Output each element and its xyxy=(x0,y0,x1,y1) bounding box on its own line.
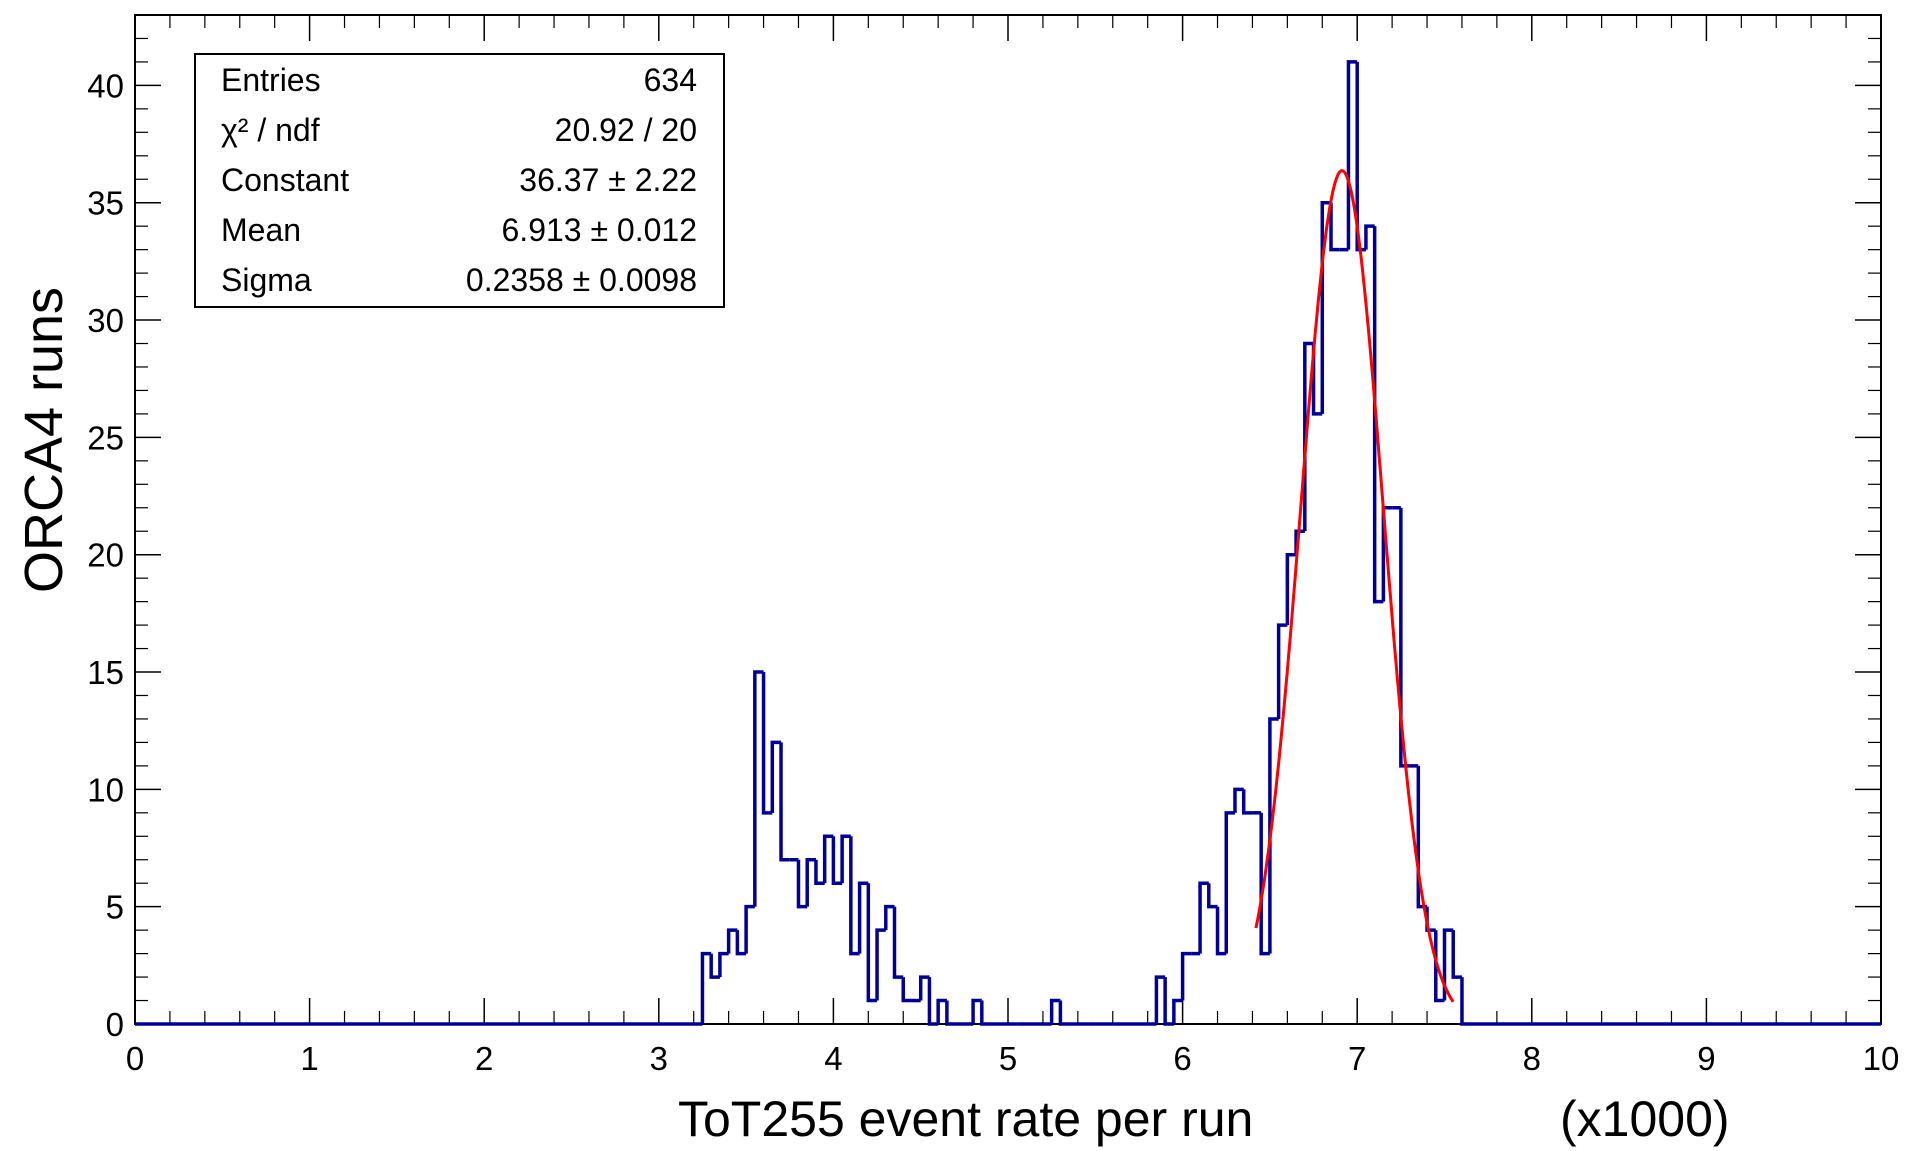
histogram-bin xyxy=(805,857,816,907)
histogram-bin xyxy=(1346,60,1358,250)
histogram-bin xyxy=(1154,975,1166,1024)
stats-label: Mean xyxy=(221,212,301,248)
y-tick-label: 20 xyxy=(87,537,124,574)
histogram-bin xyxy=(857,881,869,954)
x-axis-title: ToT255 event rate per run xyxy=(678,1091,1253,1147)
x-tick-label: 5 xyxy=(999,1040,1017,1077)
x-tick-label: 7 xyxy=(1348,1040,1366,1077)
histogram-bin xyxy=(1320,200,1332,414)
histogram-bin xyxy=(884,904,895,931)
histogram-bin xyxy=(718,951,729,978)
histogram-bin xyxy=(831,836,843,885)
y-tick-label: 35 xyxy=(87,185,124,222)
histogram-bin xyxy=(822,834,834,884)
y-axis-title: ORCA4 runs xyxy=(14,287,74,593)
histogram-bin xyxy=(1442,928,1454,1001)
histogram-bin xyxy=(1163,977,1174,1026)
histogram-bin xyxy=(1207,883,1218,909)
histogram-bin xyxy=(1460,977,1881,1026)
histogram-bin xyxy=(1276,623,1288,719)
histogram-bin xyxy=(796,859,808,909)
histogram-bin xyxy=(901,977,912,1003)
histogram-bin xyxy=(1355,61,1366,252)
x-tick-label: 8 xyxy=(1523,1040,1541,1077)
x-tick-label: 1 xyxy=(300,1040,318,1077)
histogram-bin xyxy=(875,928,886,1001)
histogram-bin xyxy=(840,834,851,884)
histogram-bin xyxy=(1434,930,1445,1003)
histogram-bin xyxy=(1451,930,1462,979)
histogram-bin xyxy=(1285,552,1297,626)
y-tick-label: 0 xyxy=(106,1006,124,1043)
stats-label: χ² / ndf xyxy=(221,112,320,148)
histogram-bin xyxy=(971,998,982,1024)
histogram-bin xyxy=(770,740,782,813)
stats-value: 36.37 ± 2.22 xyxy=(519,162,697,198)
histogram-bin xyxy=(1268,717,1279,954)
histogram-bin xyxy=(1329,202,1340,252)
x-tick-label: 6 xyxy=(1173,1040,1191,1077)
histogram-bin xyxy=(866,883,878,1003)
histogram-bin xyxy=(1058,1000,1070,1026)
y-tick-label: 15 xyxy=(87,654,124,691)
histogram-bin xyxy=(1180,951,1192,1001)
histogram-bin xyxy=(726,928,738,954)
histogram-bin xyxy=(1172,998,1183,1024)
histogram-bin xyxy=(753,670,764,907)
histogram-bin xyxy=(1224,811,1235,954)
histogram-bin xyxy=(1372,226,1384,604)
stats-value: 6.913 ± 0.012 xyxy=(502,212,698,248)
histogram-bin xyxy=(1233,787,1244,813)
histogram-bin xyxy=(1215,906,1227,956)
histogram-bin xyxy=(849,836,860,956)
stats-value: 634 xyxy=(644,62,697,98)
histogram-bin xyxy=(700,951,712,1024)
histogram-bin xyxy=(918,975,930,1001)
histogram-bin xyxy=(709,953,720,979)
fit-curve xyxy=(1254,169,1455,1003)
histogram-bin xyxy=(761,672,773,815)
x-axis-multiplier: (x1000) xyxy=(1560,1091,1730,1147)
stats-box xyxy=(194,53,725,308)
stats-value: 20.92 / 20 xyxy=(555,112,697,148)
histogram-bin xyxy=(980,1000,991,1026)
stats-label: Entries xyxy=(221,62,321,98)
histogram-bin xyxy=(936,998,947,1024)
histogram-bin xyxy=(1294,529,1305,555)
y-tick-label: 30 xyxy=(87,302,124,339)
stats-value: 0.2358 ± 0.0098 xyxy=(466,262,697,298)
histogram-bin xyxy=(735,930,747,956)
y-tick-label: 25 xyxy=(87,419,124,456)
histogram-bin xyxy=(1259,812,1270,956)
x-tick-label: 2 xyxy=(475,1040,493,1077)
y-tick-label: 5 xyxy=(106,889,124,926)
histogram-bin xyxy=(927,977,939,1026)
x-tick-label: 0 xyxy=(126,1040,144,1077)
histogram-bin xyxy=(1241,789,1253,815)
histogram-bin xyxy=(779,742,790,862)
histogram-bin xyxy=(945,1000,956,1026)
histogram-bin xyxy=(892,906,904,979)
histogram-bin xyxy=(1364,224,1375,250)
histogram-bin xyxy=(814,859,825,885)
x-tick-label: 10 xyxy=(1863,1040,1900,1077)
x-tick-label: 9 xyxy=(1697,1040,1715,1077)
y-tick-label: 40 xyxy=(87,67,124,104)
stats-label: Sigma xyxy=(221,262,312,298)
histogram-bin xyxy=(1049,998,1061,1024)
stats-label: Constant xyxy=(221,162,349,198)
histogram-bin xyxy=(1198,881,1209,954)
y-tick-label: 10 xyxy=(87,771,124,808)
histogram-bin xyxy=(744,904,755,954)
x-tick-label: 4 xyxy=(824,1040,842,1077)
x-tick-label: 3 xyxy=(650,1040,668,1077)
